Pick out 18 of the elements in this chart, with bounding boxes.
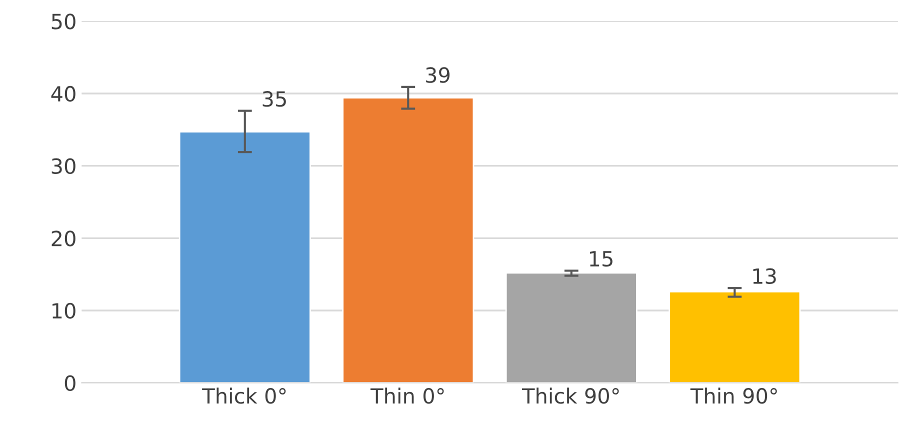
y-tick-label: 30 bbox=[52, 158, 76, 174]
x-tick-label: Thin 90° bbox=[690, 388, 777, 404]
y-tick-label: 40 bbox=[51, 86, 76, 102]
bar bbox=[668, 290, 801, 383]
data-label: 13 bbox=[753, 268, 776, 284]
x-tick-label: Thick 90° bbox=[522, 388, 619, 404]
data-label: 39 bbox=[426, 67, 450, 83]
bar bbox=[342, 97, 474, 383]
data-label: 15 bbox=[590, 251, 612, 267]
bar bbox=[178, 131, 311, 383]
y-tick-label: 50 bbox=[52, 14, 76, 30]
y-tick-label: 10 bbox=[52, 302, 76, 319]
y-tick-label: 20 bbox=[52, 230, 76, 246]
y-tick-label: 0 bbox=[64, 375, 76, 392]
data-label: 35 bbox=[262, 91, 286, 107]
bar bbox=[505, 272, 638, 383]
x-tick-label: Thick 0° bbox=[202, 388, 286, 404]
x-tick-label: Thin 0° bbox=[370, 388, 444, 404]
